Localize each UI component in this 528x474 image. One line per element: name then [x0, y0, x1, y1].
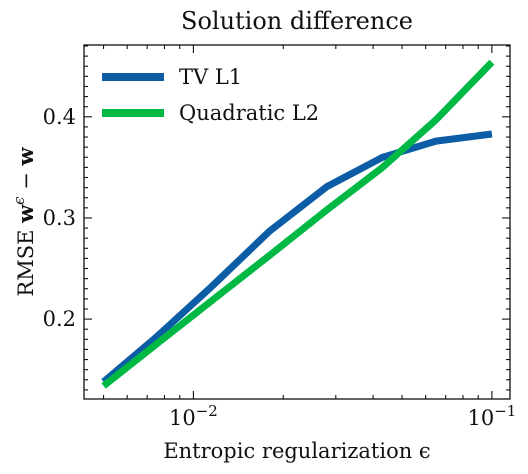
y-tick-labels: 0.2 0.3 0.4 — [43, 105, 76, 331]
legend-label-quadratic-l2: Quadratic L2 — [179, 101, 319, 125]
y-tick-label: 0.3 — [43, 206, 76, 230]
svg-text:RMSE wϵ − w: RMSE wϵ − w — [10, 146, 38, 296]
x-tick-label: 10−1 — [467, 402, 516, 430]
y-tick-label: 0.4 — [43, 105, 76, 129]
legend: TV L1 Quadratic L2 — [102, 65, 319, 125]
x-tick-labels: 10−2 10−1 — [169, 402, 516, 430]
x-tick-label: 10−2 — [169, 402, 218, 430]
y-axis-label: RMSE wϵ − w — [10, 146, 38, 296]
plot-frame — [83, 44, 511, 400]
legend-label-tv-l1: TV L1 — [179, 65, 242, 89]
series-line-tv-l1 — [101, 130, 493, 385]
series-lines — [101, 59, 495, 389]
chart-title: Solution difference — [181, 7, 413, 35]
axis-ticks — [84, 45, 510, 399]
x-axis-label: Entropic regularization ϵ — [163, 439, 430, 463]
series-line-quadratic-l2 — [101, 59, 495, 389]
y-tick-label: 0.2 — [43, 307, 76, 331]
